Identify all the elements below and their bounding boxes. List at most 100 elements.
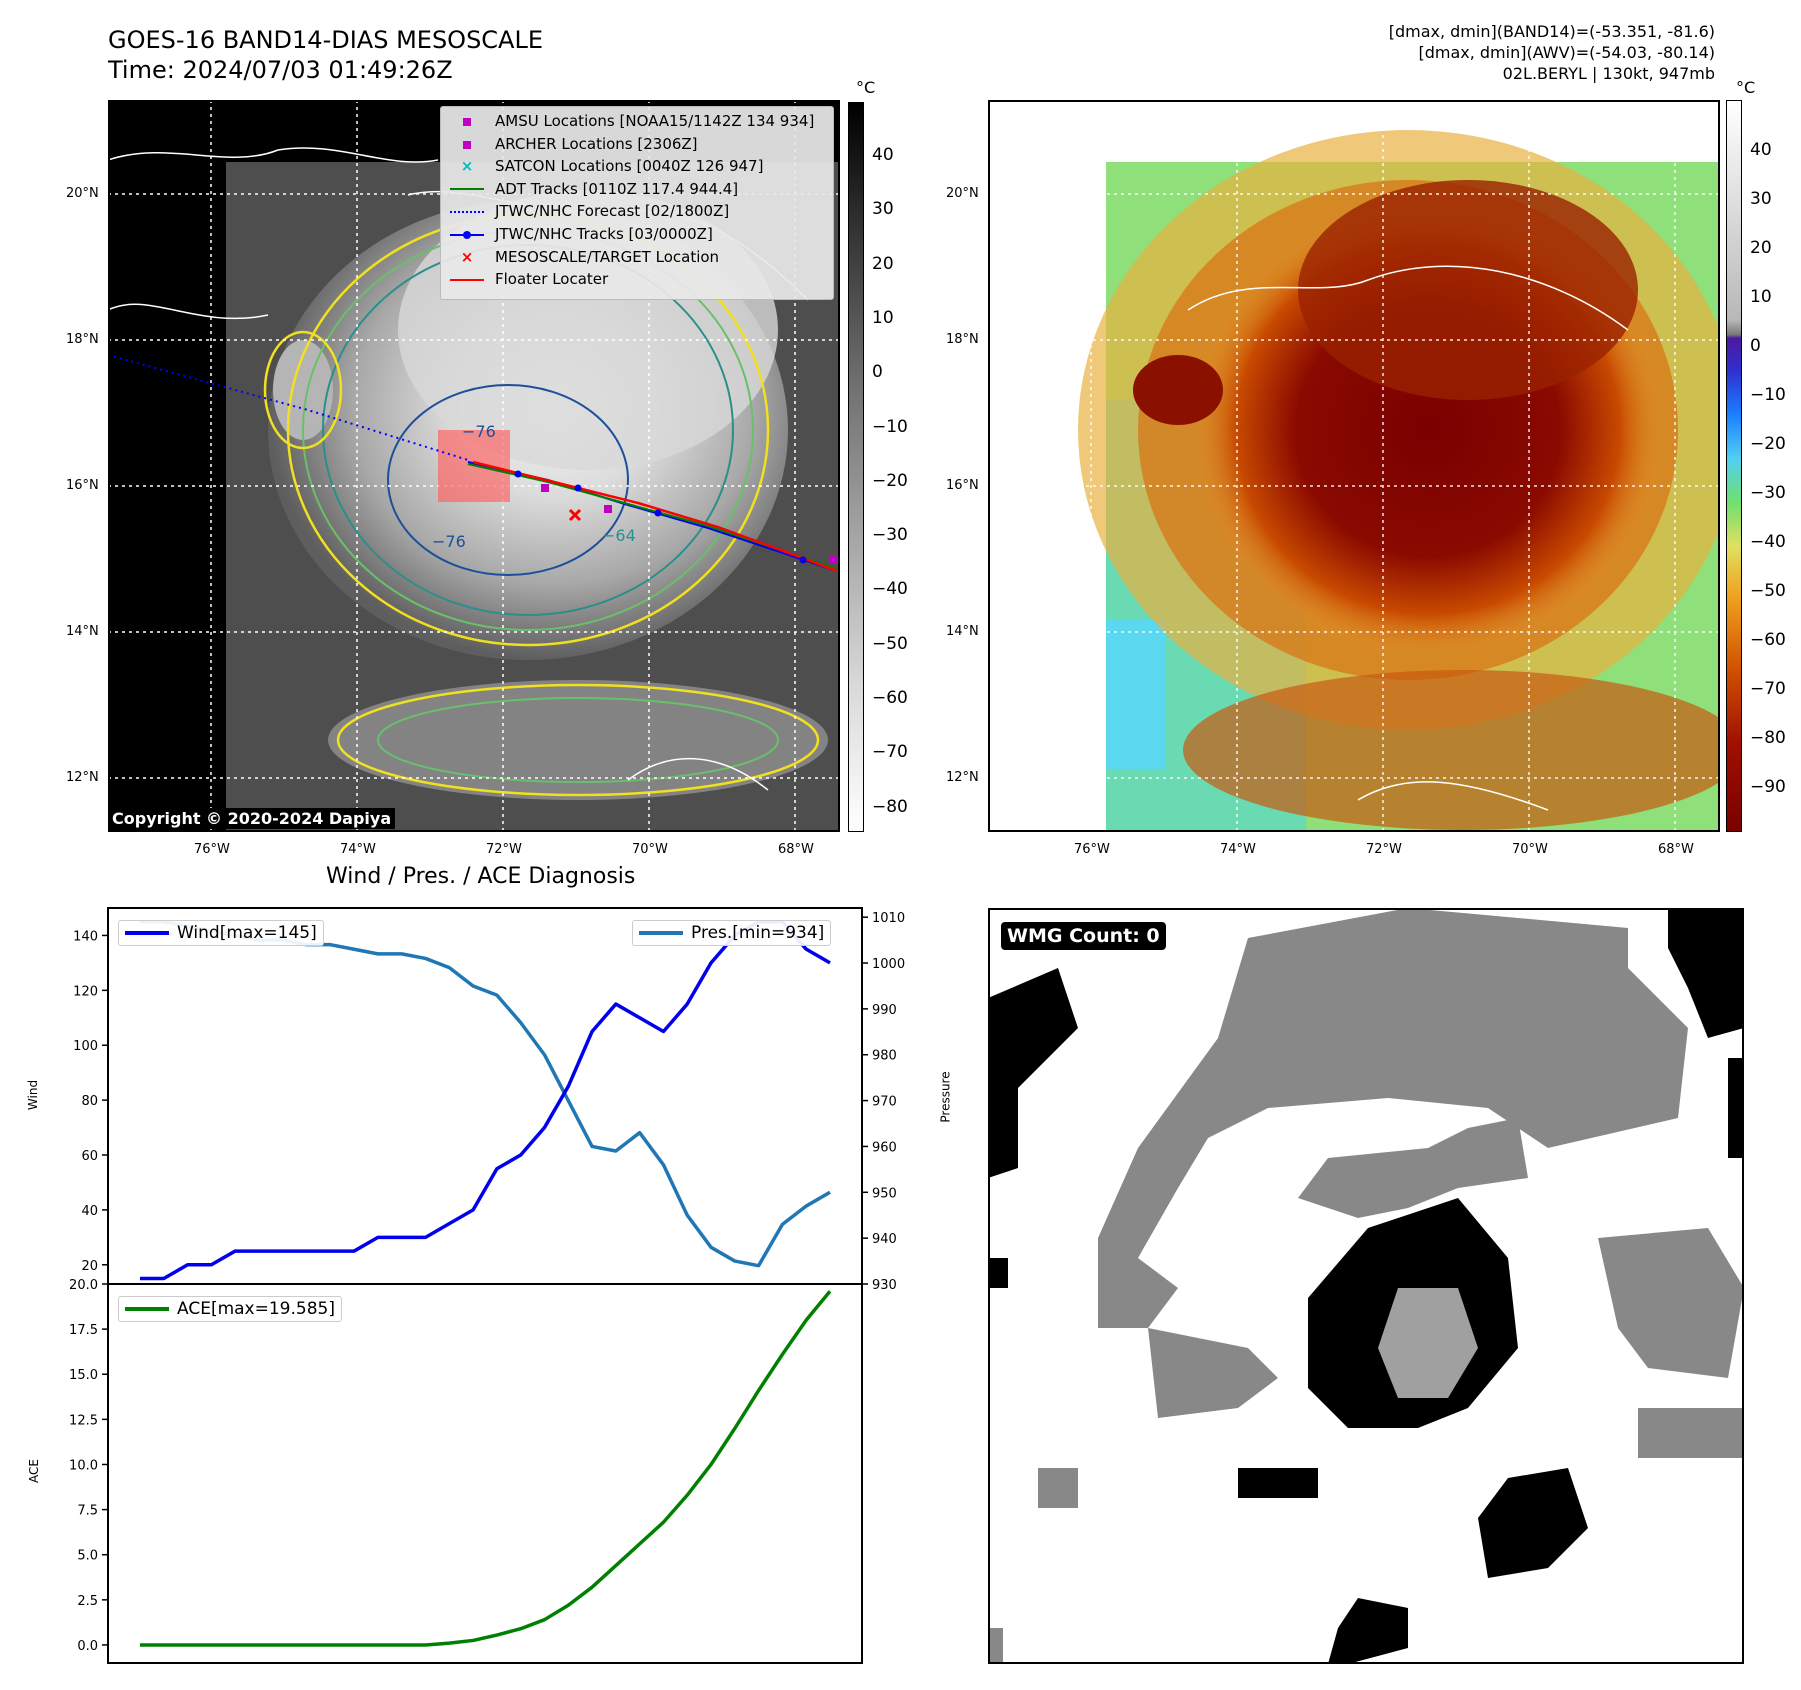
map-legend-item: JTWC/NHC Tracks [03/0000Z] — [447, 224, 713, 244]
colorbar-left-tick: 30 — [872, 199, 894, 220]
ace-tick-label: 7.5 — [77, 1504, 98, 1519]
map-legend-label: Floater Locater — [495, 270, 609, 289]
amsu-marker-east — [829, 555, 837, 563]
ace-axis-label: ACE — [26, 1459, 41, 1483]
map-legend-item: × SATCON Locations [0040Z 126 947] — [447, 156, 764, 176]
stat-line-storm: 02L.BERYL | 130kt, 947mb — [1502, 64, 1715, 83]
contour-label-1: −76 — [462, 422, 496, 441]
pressure-tick-label: 1010 — [872, 911, 905, 926]
ace-tick-label: 2.5 — [77, 1594, 98, 1609]
lon-label-right: 68°W — [1658, 842, 1694, 857]
ace-tick-label: 12.5 — [69, 1413, 98, 1428]
lon-label-left: 74°W — [340, 842, 376, 857]
map-legend-marker — [447, 135, 487, 153]
map-legend-marker — [447, 270, 487, 288]
contour-label-3: −64 — [602, 526, 636, 545]
pressure-legend: Pres.[min=934] — [632, 920, 832, 946]
pressure-legend-label: Pres.[min=934] — [691, 923, 825, 943]
lat-label-right: 12°N — [946, 770, 979, 785]
map-legend-item: AMSU Locations [NOAA15/1142Z 134 934] — [447, 111, 814, 131]
colorbar-right-tick: 10 — [1750, 287, 1772, 307]
stat-line-awv: [dmax, dmin](AWV)=(-54.03, -80.14) — [1418, 43, 1715, 62]
colorbar-right-tick: 20 — [1750, 238, 1772, 258]
colorbar-right-tick: 40 — [1750, 140, 1772, 160]
ace-legend: ACE[max=19.585] — [118, 1296, 342, 1322]
wmg-frame — [988, 908, 1744, 1664]
map-legend-label: MESOSCALE/TARGET Location — [495, 247, 720, 266]
map-legend-item: ADT Tracks [0110Z 117.4 944.4] — [447, 179, 738, 199]
wind-tick-label: 80 — [81, 1094, 98, 1109]
amsu-marker — [541, 484, 549, 492]
wind-legend-swatch — [125, 931, 169, 935]
map-legend: AMSU Locations [NOAA15/1142Z 134 934] ARC… — [440, 106, 834, 300]
lat-label-left: 12°N — [66, 770, 99, 785]
lon-label-left: 76°W — [194, 842, 230, 857]
map-legend-item: Floater Locater — [447, 269, 608, 289]
colorbar-left-unit: °C — [856, 78, 876, 97]
colorbar-right-unit: °C — [1736, 78, 1756, 97]
lat-label-right: 16°N — [946, 478, 979, 493]
diagnosis-chart: 20 40 60 80 100 120 140 930 940 950 960 970 980 990 10… — [69, 907, 905, 1664]
lat-label-right: 14°N — [946, 624, 979, 639]
map-legend-label: JTWC/NHC Forecast [02/1800Z] — [495, 202, 730, 221]
colorbar-left-tick: −70 — [872, 742, 908, 763]
diagnosis-title: Wind / Pres. / ACE Diagnosis — [326, 864, 636, 889]
pressure-tick-label: 950 — [872, 1186, 897, 1201]
colorbar-left-tick: −80 — [872, 796, 908, 817]
colorbar-right-tick: 0 — [1750, 336, 1761, 356]
archer-marker — [604, 505, 612, 513]
pressure-tick-label: 940 — [872, 1232, 897, 1247]
colorbar-left-tick: 40 — [872, 145, 894, 165]
map-legend-marker — [447, 225, 487, 243]
colorbar-right-tick: −60 — [1750, 630, 1786, 650]
colorbar-right-tick: −50 — [1750, 581, 1786, 601]
wind-tick-label: 60 — [81, 1149, 98, 1164]
lat-label-right: 18°N — [946, 332, 979, 347]
pressure-axis-label: Pressure — [938, 1071, 953, 1123]
colorbar-left-tick: 20 — [872, 253, 894, 274]
ace-tick-label: 0.0 — [77, 1639, 98, 1654]
map-legend-label: SATCON Locations [0040Z 126 947] — [495, 157, 764, 176]
colorbar-right-tick: −40 — [1750, 532, 1786, 552]
ace-tick-label: 17.5 — [69, 1323, 98, 1338]
map-legend-label: JTWC/NHC Tracks [03/0000Z] — [495, 225, 713, 243]
colorbar-right-tick: −90 — [1750, 777, 1786, 797]
plot-time: Time: 2024/07/03 01:49:26Z — [108, 56, 453, 84]
lon-label-left: 72°W — [486, 842, 522, 857]
target-x-marker — [568, 508, 582, 522]
left-map-frame — [108, 100, 840, 832]
colorbar-left-tick: −40 — [872, 579, 908, 600]
colorbar-left-tick: −20 — [872, 470, 908, 491]
pressure-legend-swatch — [639, 931, 683, 935]
map-legend-marker: × — [460, 247, 474, 266]
pressure-tick-label: 930 — [872, 1278, 897, 1293]
colorbar-left-tick: −10 — [872, 416, 908, 437]
lon-label-left: 70°W — [632, 842, 668, 857]
colorbar-left-tick: −30 — [872, 525, 908, 546]
pressure-tick-label: 960 — [872, 1140, 897, 1155]
ace-tick-label: 20.0 — [69, 1278, 98, 1293]
lat-label-left: 14°N — [66, 624, 99, 639]
wmg-panel — [988, 908, 1744, 1664]
colorbar-right-tick: −10 — [1750, 385, 1786, 405]
lat-label-left: 20°N — [66, 186, 99, 201]
pressure-tick-label: 1000 — [872, 957, 905, 972]
pressure-tick-label: 970 — [872, 1095, 897, 1110]
wind-tick-label: 140 — [73, 929, 98, 944]
pressure-tick-label: 980 — [872, 1049, 897, 1064]
right-map-frame — [988, 100, 1720, 832]
contour-label-2: −76 — [432, 532, 466, 551]
wmg-count-badge: WMG Count: 0 — [1001, 922, 1166, 950]
colorbar-right — [1726, 100, 1742, 832]
map-legend-item: × MESOSCALE/TARGET Location — [447, 247, 719, 267]
lon-label-right: 72°W — [1366, 842, 1402, 857]
ace-tick-label: 5.0 — [77, 1549, 98, 1564]
lon-label-left: 68°W — [778, 842, 814, 857]
map-legend-label: ADT Tracks [0110Z 117.4 944.4] — [495, 179, 739, 198]
wind-legend: Wind[max=145] — [118, 920, 324, 946]
wind-pressure-axes — [107, 907, 863, 1285]
ace-legend-swatch — [125, 1307, 169, 1311]
ace-axes — [107, 1283, 863, 1664]
lat-label-right: 20°N — [946, 186, 979, 201]
map-legend-marker — [447, 112, 487, 130]
